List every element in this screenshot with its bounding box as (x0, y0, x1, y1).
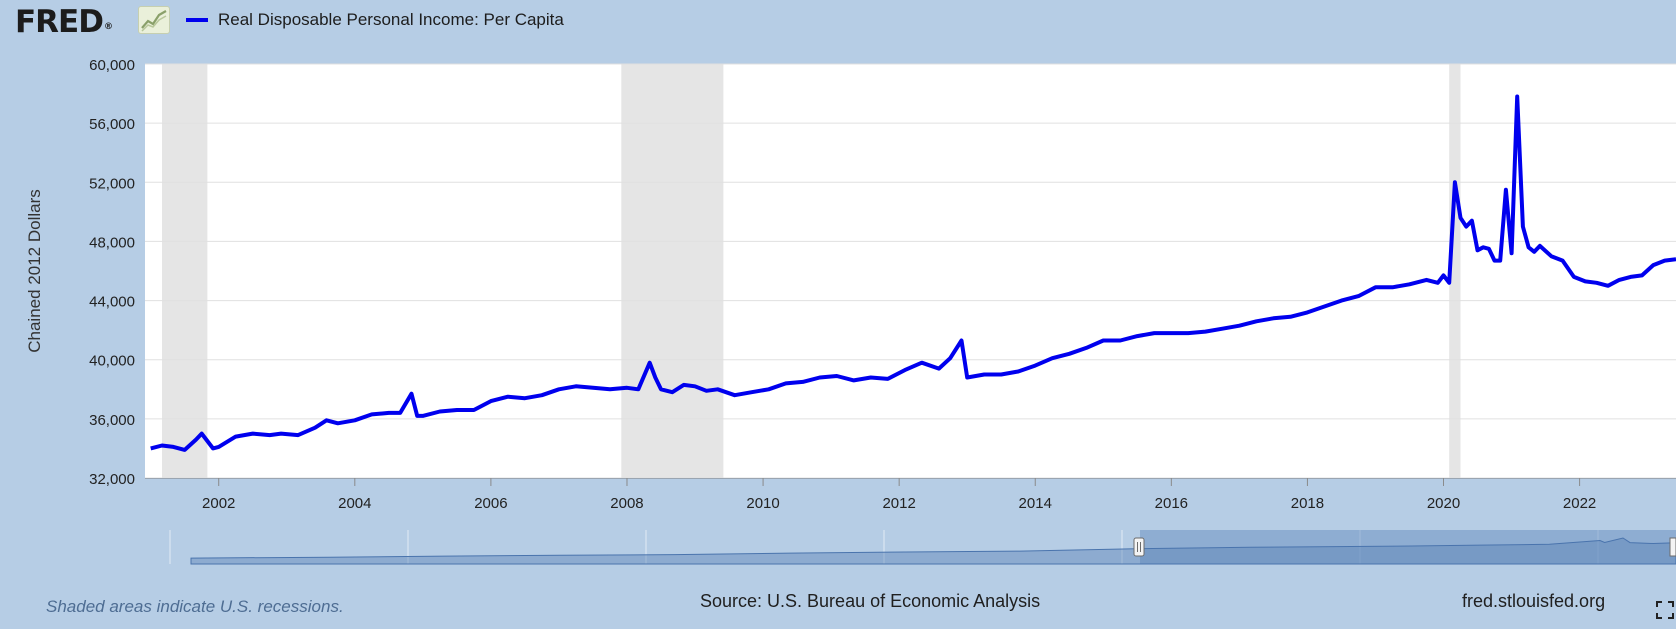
y-tick-label: 44,000 (89, 294, 135, 311)
legend-swatch (186, 18, 208, 22)
y-axis-label: Chained 2012 Dollars (25, 189, 44, 353)
x-tick-label: 2020 (1427, 495, 1460, 512)
chart-area[interactable]: 32,000 36,000 40,000 44,000 48,000 52,000 56,0… (0, 0, 1676, 590)
line-chart-icon (138, 6, 170, 34)
recession-band (162, 64, 208, 478)
range-navigator[interactable] (145, 530, 1676, 565)
gridlines (145, 63, 1676, 479)
navigator-handle-left[interactable] (1133, 537, 1145, 557)
x-tick-label: 2016 (1155, 495, 1188, 512)
x-axis-ticks: 2002 2004 2006 2008 2010 2012 2014 2016 2018 2020… (202, 478, 1596, 512)
y-tick-label: 48,000 (89, 234, 135, 251)
x-tick-label: 2006 (474, 495, 507, 512)
plot-background (145, 64, 1676, 478)
x-tick-label: 2012 (882, 495, 915, 512)
legend-series-label: Real Disposable Personal Income: Per Cap… (218, 10, 564, 29)
x-tick-label: 2004 (338, 495, 371, 512)
chart-legend[interactable]: Real Disposable Personal Income: Per Cap… (186, 8, 564, 32)
y-tick-label: 40,000 (89, 353, 135, 370)
recession-band (621, 64, 724, 478)
y-tick-label: 52,000 (89, 175, 135, 192)
series-line (150, 94, 1676, 452)
registered-mark: ® (103, 22, 113, 32)
recession-bands (162, 64, 1461, 478)
x-tick-label: 2018 (1291, 495, 1324, 512)
y-tick-label: 60,000 (89, 57, 135, 74)
y-tick-label: 36,000 (89, 412, 135, 429)
x-tick-label: 2010 (746, 495, 779, 512)
x-tick-label: 2022 (1563, 495, 1596, 512)
recession-note: Shaded areas indicate U.S. recessions. (46, 597, 344, 616)
y-tick-label: 32,000 (89, 471, 135, 488)
navigator-series-line (190, 537, 1676, 565)
fred-logo[interactable]: FRED® (15, 4, 113, 40)
y-axis-ticks: 32,000 36,000 40,000 44,000 48,000 52,000 56,0… (89, 57, 135, 488)
fred-logo-text: FRED (15, 4, 104, 40)
navigator-handle-right[interactable] (1669, 537, 1676, 557)
x-tick-label: 2014 (1019, 495, 1052, 512)
recession-band (1449, 64, 1461, 478)
y-tick-label: 56,000 (89, 116, 135, 133)
source-text: Source: U.S. Bureau of Economic Analysis (700, 591, 1041, 611)
navigator-selection[interactable] (1140, 530, 1676, 564)
site-link[interactable]: fred.stlouisfed.org (1462, 591, 1606, 611)
x-tick-label: 2002 (202, 495, 235, 512)
fullscreen-icon[interactable] (1655, 600, 1675, 620)
x-tick-label: 2008 (610, 495, 643, 512)
